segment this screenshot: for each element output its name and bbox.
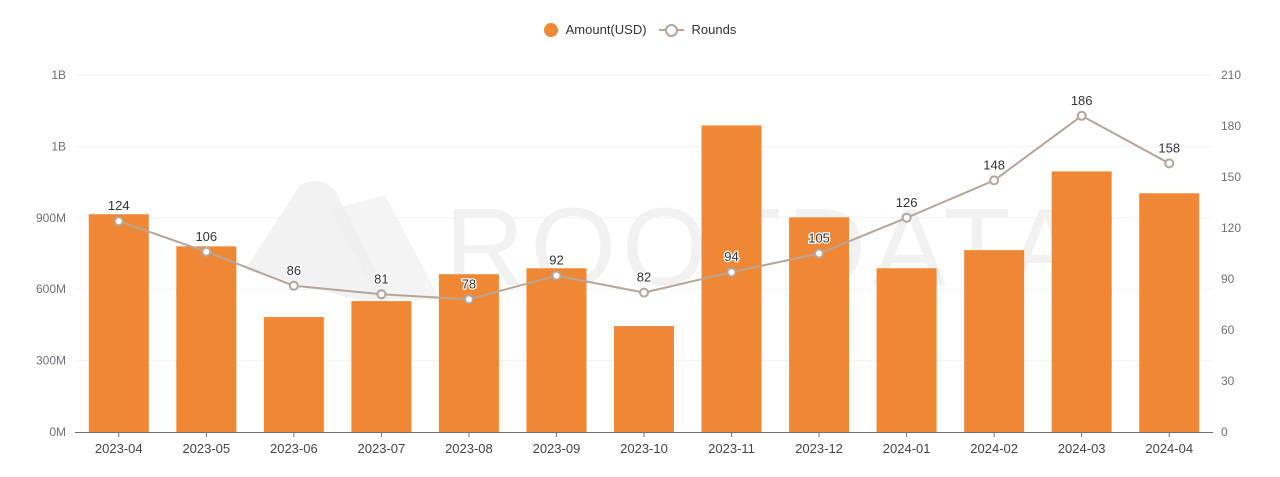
rounds-point-marker[interactable] bbox=[463, 294, 474, 305]
rounds-point-marker[interactable] bbox=[113, 216, 124, 227]
rounds-data-label: 86 bbox=[287, 263, 301, 278]
legend-label-amount: Amount(USD) bbox=[565, 22, 647, 37]
x-axis-tick-label: 2024-03 bbox=[1058, 441, 1106, 456]
amount-bar[interactable] bbox=[176, 246, 237, 432]
right-axis-tick-label: 180 bbox=[1221, 119, 1241, 133]
left-axis-tick-label: 1B bbox=[51, 68, 66, 82]
rounds-point-marker[interactable] bbox=[288, 280, 299, 291]
rounds-data-label: 126 bbox=[896, 195, 918, 210]
amount-bar[interactable] bbox=[526, 268, 587, 432]
x-axis-tick-label: 2023-09 bbox=[533, 441, 581, 456]
amount-bar[interactable] bbox=[964, 250, 1025, 432]
x-axis-tick-label: 2023-10 bbox=[620, 441, 668, 456]
left-axis-tick-label: 600M bbox=[36, 282, 66, 296]
right-axis-tick-label: 90 bbox=[1221, 272, 1235, 286]
left-axis-tick-label: 900M bbox=[36, 211, 66, 225]
rounds-point-marker[interactable] bbox=[201, 246, 212, 257]
grid-lines bbox=[75, 74, 1213, 362]
amount-bar[interactable] bbox=[701, 125, 762, 433]
line-series-marker-icon bbox=[658, 23, 684, 37]
chart-legend: Amount(USD) Rounds bbox=[0, 22, 1280, 37]
rounds-point-marker[interactable] bbox=[989, 175, 1000, 186]
x-axis-tick-label: 2023-05 bbox=[182, 441, 230, 456]
amount-bar[interactable] bbox=[351, 301, 412, 432]
legend-item-amount[interactable]: Amount(USD) bbox=[543, 22, 647, 37]
rounds-point-marker[interactable] bbox=[551, 270, 562, 281]
legend-item-rounds[interactable]: Rounds bbox=[658, 22, 737, 37]
rounds-point-marker[interactable] bbox=[901, 212, 912, 223]
rounds-data-label: 105 bbox=[808, 231, 830, 246]
x-axis-tick-label: 2023-06 bbox=[270, 441, 318, 456]
rounds-point-marker[interactable] bbox=[376, 289, 387, 300]
bar-series-dot-icon bbox=[543, 22, 558, 37]
rounds-data-label: 94 bbox=[724, 249, 738, 264]
left-axis-tick-label: 1B bbox=[51, 139, 66, 153]
x-axis-tick-label: 2024-02 bbox=[970, 441, 1018, 456]
rounds-point-marker[interactable] bbox=[1076, 110, 1087, 121]
x-axis-tick-label: 2023-11 bbox=[708, 441, 755, 456]
rounds-data-label: 148 bbox=[983, 157, 1005, 172]
rounds-data-label: 186 bbox=[1071, 93, 1093, 108]
x-axis-tick-label: 2023-04 bbox=[95, 441, 143, 456]
amount-bars bbox=[88, 125, 1200, 433]
rounds-point-marker[interactable] bbox=[1164, 158, 1175, 169]
rounds-data-label: 92 bbox=[549, 253, 563, 268]
watermark-logo-icon bbox=[330, 195, 440, 300]
right-axis-tick-label: 210 bbox=[1221, 68, 1241, 82]
amount-bar[interactable] bbox=[1139, 193, 1200, 432]
rounds-data-label: 78 bbox=[462, 276, 476, 291]
right-axis-tick-label: 30 bbox=[1221, 374, 1235, 388]
right-axis-tick-label: 150 bbox=[1221, 170, 1241, 184]
rounds-point-marker[interactable] bbox=[726, 267, 737, 278]
legend-label-rounds: Rounds bbox=[691, 22, 737, 37]
rounds-data-label: 82 bbox=[637, 270, 651, 285]
right-axis-tick-label: 120 bbox=[1221, 221, 1241, 235]
rounds-point-marker[interactable] bbox=[814, 248, 825, 259]
rounds-data-label: 158 bbox=[1158, 140, 1180, 155]
right-axis-tick-label: 60 bbox=[1221, 323, 1235, 337]
amount-bar[interactable] bbox=[1051, 171, 1112, 432]
rounds-data-label: 81 bbox=[374, 271, 388, 286]
x-axis-tick-label: 2024-01 bbox=[883, 441, 931, 456]
rootdata-watermark: ROOTDATA bbox=[245, 181, 1082, 310]
amount-bar[interactable] bbox=[614, 326, 674, 432]
watermark-logo-icon bbox=[245, 181, 395, 310]
x-axis-tick-label: 2023-07 bbox=[358, 441, 406, 456]
rounds-data-label: 124 bbox=[108, 198, 130, 213]
left-axis-tick-label: 300M bbox=[36, 354, 66, 368]
rounds-point-marker[interactable] bbox=[639, 287, 649, 298]
x-axis-tick-label: 2024-04 bbox=[1145, 441, 1193, 456]
x-axis-tick-label: 2023-12 bbox=[795, 441, 843, 456]
amount-bar[interactable] bbox=[88, 214, 149, 432]
right-axis-tick-label: 0 bbox=[1221, 425, 1228, 439]
rounds-data-labels: 124 106 86 81 78 92 82 94 105 126 148 186 158 bbox=[107, 92, 1182, 293]
rounds-line bbox=[113, 110, 1175, 305]
rounds-data-label: 106 bbox=[195, 229, 217, 244]
amount-bar[interactable] bbox=[876, 268, 937, 432]
left-axis-tick-label: 0M bbox=[49, 425, 66, 439]
axes: 0M 300M 600M 900M 1B 1B 0 30 60 90 120 150 180 210 202… bbox=[36, 68, 1241, 456]
amount-bar[interactable] bbox=[263, 317, 324, 432]
x-axis-tick-label: 2023-08 bbox=[445, 441, 493, 456]
